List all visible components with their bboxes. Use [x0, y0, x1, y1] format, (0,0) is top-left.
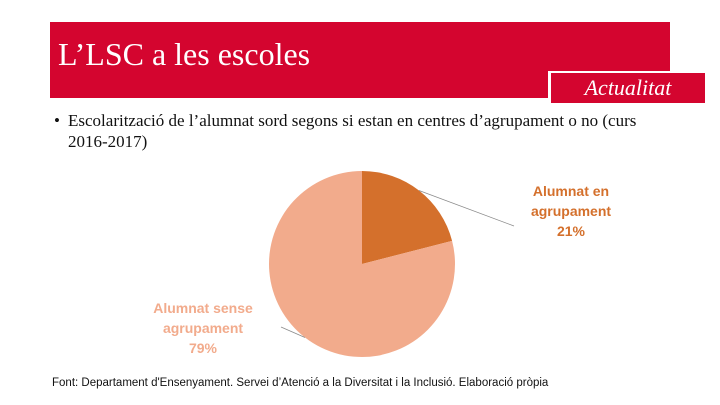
slice-category-label-2: agrupament [163, 320, 243, 336]
slice-value-label-1: 21% [557, 223, 586, 239]
pie-slice-2 [269, 171, 455, 357]
leader-line-2 [280, 326, 306, 338]
pie-slice-1 [362, 171, 453, 264]
leader-line-1 [418, 190, 515, 227]
slice-category-label-2: Alumnat sense [153, 300, 253, 316]
source-note: Font: Departament d'Ensenyament. Servei … [52, 377, 549, 389]
bullet-text: Escolarització de l’alumnat sord segons … [68, 111, 637, 151]
slice-category-label-1: agrupament [531, 203, 611, 219]
pie-chart: Alumnat en agrupament 21% Alumnat sense agru… [153, 171, 611, 357]
slide-title: L’LSC a les escoles [58, 36, 311, 72]
bullet-point: • Escolarització de l’alumnat sord segon… [54, 110, 664, 152]
slice-value-label-2: 79% [189, 340, 218, 356]
bullet-marker: • [54, 111, 60, 130]
section-badge: Actualitat [551, 73, 705, 103]
slice-category-label-1: Alumnat en [533, 183, 609, 199]
